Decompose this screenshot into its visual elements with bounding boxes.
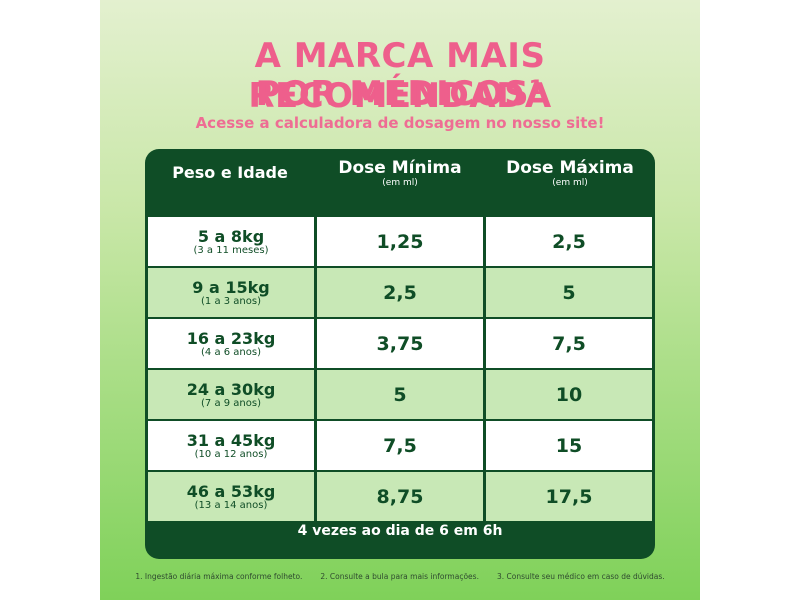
- weight-range: 16 a 23kg: [186, 328, 276, 348]
- min-dose-value: 3,75: [376, 332, 424, 355]
- max-dose-cell: 2,5: [486, 217, 652, 266]
- max-dose-value: 17,5: [545, 485, 593, 508]
- footnotes: 1. Ingestão diária máxima conforme folhe…: [100, 572, 700, 581]
- min-dose-value: 5: [393, 383, 407, 406]
- min-dose-cell: 3,75: [317, 319, 483, 368]
- age-range: (4 a 6 anos): [201, 346, 261, 358]
- weight-cell: 9 a 15kg (1 a 3 anos): [148, 268, 314, 317]
- table-row: 16 a 23kg (4 a 6 anos) 3,75 7,5: [148, 319, 652, 368]
- max-dose-cell: 15: [486, 421, 652, 470]
- footnote-3: 3. Consulte seu médico em caso de dúvida…: [496, 572, 665, 581]
- subtitle: Acesse a calculadora de dosagem no nosso…: [195, 114, 605, 132]
- min-dose-value: 7,5: [383, 434, 417, 457]
- weight-cell: 24 a 30kg (7 a 9 anos): [148, 370, 314, 419]
- age-range: (7 a 9 anos): [201, 397, 261, 409]
- weight-range: 9 a 15kg: [192, 277, 270, 297]
- header-weight-age: Peso e Idade: [172, 163, 288, 182]
- min-dose-value: 2,5: [383, 281, 417, 304]
- dosage-frequency: 4 vezes ao dia de 6 em 6h: [297, 523, 503, 539]
- header-min-unit: (em ml): [382, 178, 418, 188]
- min-dose-value: 1,25: [376, 230, 424, 253]
- min-dose-cell: 5: [317, 370, 483, 419]
- max-dose-value: 5: [562, 281, 576, 304]
- header-min-dose-label: Dose Mínima: [338, 158, 462, 178]
- age-range: (13 a 14 anos): [194, 499, 268, 511]
- table-row: 24 a 30kg (7 a 9 anos) 5 10: [148, 370, 652, 419]
- weight-range: 24 a 30kg: [186, 379, 276, 399]
- table-row: 31 a 45kg (10 a 12 anos) 7,5 15: [148, 421, 652, 470]
- max-dose-cell: 10: [486, 370, 652, 419]
- age-range: (1 a 3 anos): [201, 295, 261, 307]
- header-max-dose: Dose Máxima (em ml): [485, 149, 655, 217]
- min-dose-cell: 1,25: [317, 217, 483, 266]
- weight-cell: 46 a 53kg (13 a 14 anos): [148, 472, 314, 521]
- weight-cell: 31 a 45kg (10 a 12 anos): [148, 421, 314, 470]
- dosage-table: Peso e Idade Dose Mínima (em ml) Dose Má…: [145, 149, 655, 559]
- promo-panel: A MARCA MAIS RECOMENDADA POR MÉDICOS¹ Ac…: [100, 0, 700, 600]
- age-range: (10 a 12 anos): [194, 448, 268, 460]
- table-row: 5 a 8kg (3 a 11 meses) 1,25 2,5: [148, 217, 652, 266]
- age-range: (3 a 11 meses): [193, 244, 269, 256]
- table-row: 46 a 53kg (13 a 14 anos) 8,75 17,5: [148, 472, 652, 521]
- max-dose-value: 15: [555, 434, 583, 457]
- max-dose-value: 10: [555, 383, 583, 406]
- headline-line-2: POR MÉDICOS¹: [255, 74, 545, 114]
- weight-range: 46 a 53kg: [186, 481, 276, 501]
- max-dose-cell: 5: [486, 268, 652, 317]
- min-dose-cell: 7,5: [317, 421, 483, 470]
- footnote-1: 1. Ingestão diária máxima conforme folhe…: [135, 572, 303, 581]
- max-dose-cell: 7,5: [486, 319, 652, 368]
- max-dose-value: 2,5: [552, 230, 586, 253]
- table-row: 9 a 15kg (1 a 3 anos) 2,5 5: [148, 268, 652, 317]
- max-dose-value: 7,5: [552, 332, 586, 355]
- header-min-dose: Dose Mínima (em ml): [315, 149, 485, 217]
- min-dose-cell: 2,5: [317, 268, 483, 317]
- weight-range: 31 a 45kg: [186, 430, 276, 450]
- weight-cell: 16 a 23kg (4 a 6 anos): [148, 319, 314, 368]
- header-max-unit: (em ml): [552, 178, 588, 188]
- footnote-2: 2. Consulte a bula para mais informações…: [320, 572, 479, 581]
- min-dose-cell: 8,75: [317, 472, 483, 521]
- headline-line-1: A MARCA MAIS RECOMENDADA: [248, 36, 552, 116]
- weight-cell: 5 a 8kg (3 a 11 meses): [148, 217, 314, 266]
- weight-range: 5 a 8kg: [197, 226, 265, 246]
- header-max-dose-label: Dose Máxima: [506, 158, 634, 178]
- max-dose-cell: 17,5: [486, 472, 652, 521]
- min-dose-value: 8,75: [376, 485, 424, 508]
